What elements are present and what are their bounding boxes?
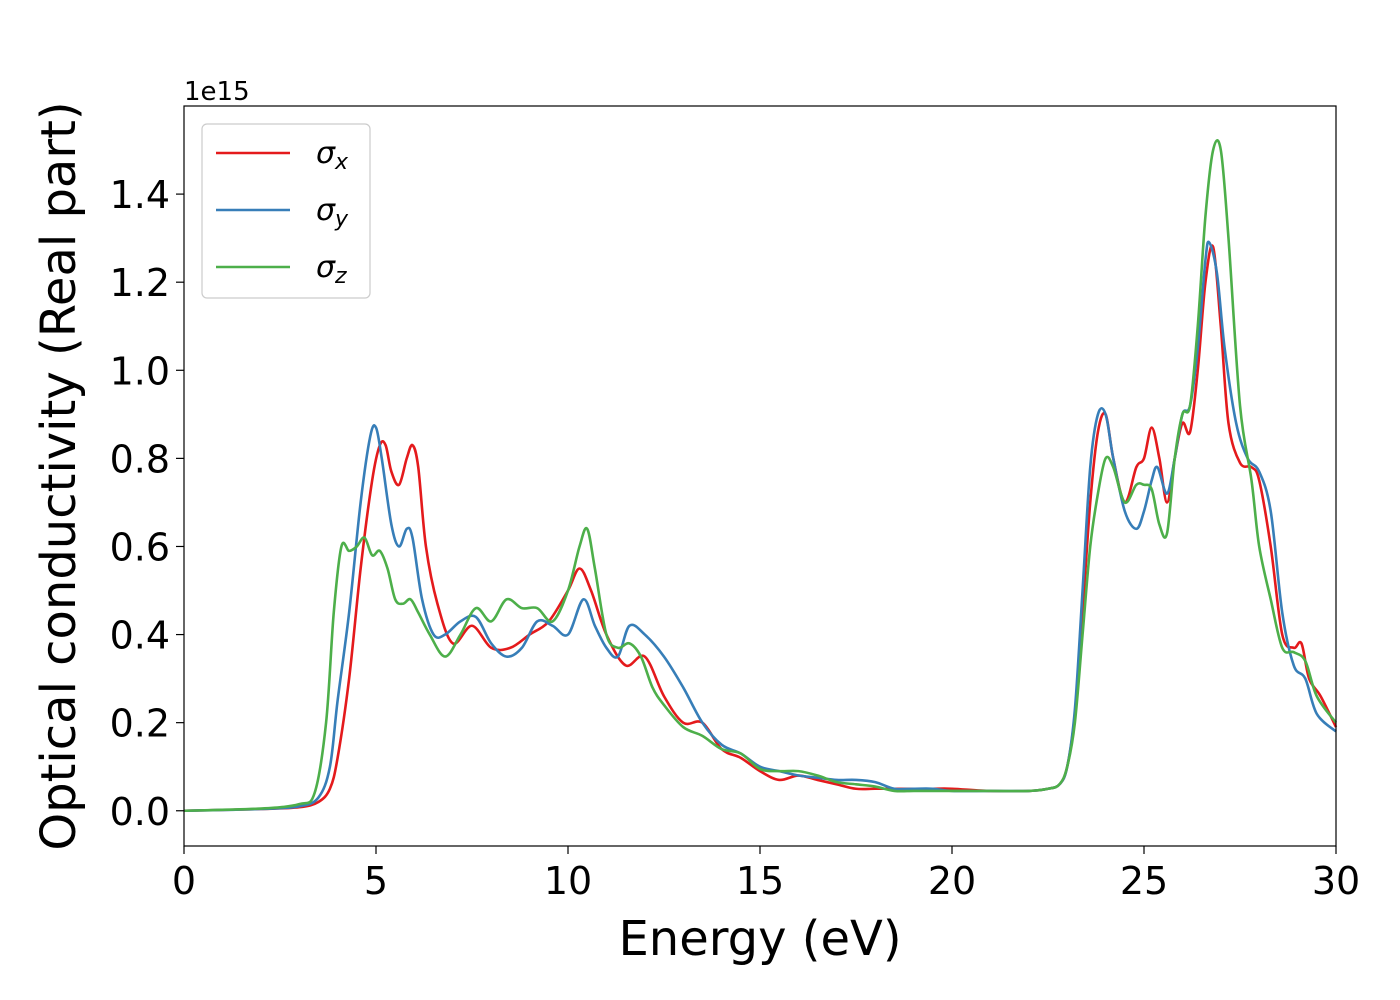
x-tick-label: 20 — [928, 859, 976, 903]
series-line-y — [183, 240, 1337, 813]
y-offset-label: 1e15 — [184, 77, 250, 107]
y-tick-label: 1.2 — [110, 261, 170, 305]
y-tick-label: 0.4 — [110, 614, 170, 658]
y-tick-label: 0.8 — [110, 437, 170, 481]
y-tick-label: 0.6 — [110, 525, 170, 569]
y-tick-label: 1.0 — [110, 349, 170, 393]
x-axis-ticks: 0 5 10 15 20 25 30 — [172, 846, 1360, 903]
series-layer — [183, 139, 1338, 813]
series-line-x — [183, 244, 1338, 813]
y-tick-label: 0.0 — [110, 790, 170, 834]
x-tick-label: 10 — [544, 859, 592, 903]
y-tick-label: 0.2 — [110, 702, 170, 746]
y-tick-label: 1.4 — [110, 173, 170, 217]
x-tick-label: 5 — [364, 859, 388, 903]
x-tick-label: 30 — [1312, 859, 1360, 903]
y-axis-ticks: 0.0 0.2 0.4 0.6 0.8 1.0 1.2 1.4 — [110, 173, 184, 834]
x-axis-label: Energy (eV) — [618, 911, 901, 967]
x-tick-label: 0 — [172, 859, 196, 903]
y-axis-label: Optical conductivity (Real part) — [31, 101, 87, 850]
x-tick-label: 15 — [736, 859, 784, 903]
x-tick-label: 25 — [1120, 859, 1168, 903]
series-line-z — [183, 139, 1338, 813]
